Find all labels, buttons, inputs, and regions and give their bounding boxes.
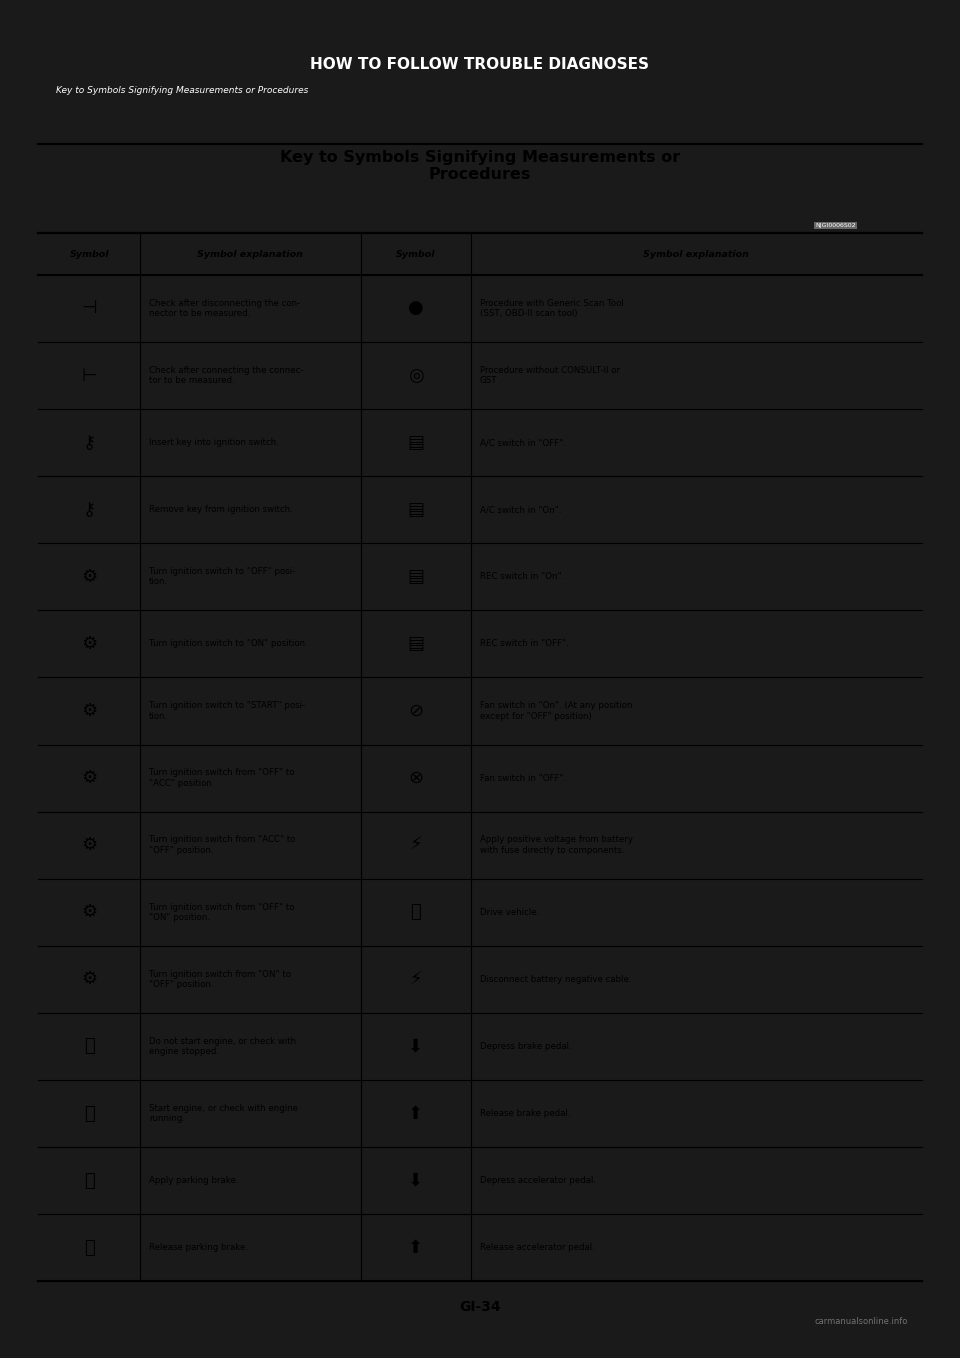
Text: 🅿: 🅿 [84, 1238, 94, 1256]
Text: ▤: ▤ [407, 568, 424, 585]
Text: ⬆: ⬆ [408, 1238, 423, 1256]
Text: NJGI0006S02: NJGI0006S02 [816, 223, 856, 228]
Text: Symbol: Symbol [396, 250, 436, 258]
Text: Apply parking brake.: Apply parking brake. [149, 1176, 238, 1186]
Text: ⊗: ⊗ [408, 769, 423, 788]
Text: ▤: ▤ [407, 433, 424, 452]
Text: Depress brake pedal.: Depress brake pedal. [480, 1042, 571, 1051]
Text: Release accelerator pedal.: Release accelerator pedal. [480, 1244, 595, 1252]
Text: Symbol explanation: Symbol explanation [198, 250, 303, 258]
Text: ⚙: ⚙ [82, 837, 97, 854]
Text: A/C switch in "On".: A/C switch in "On". [480, 505, 562, 515]
Text: Release parking brake.: Release parking brake. [149, 1244, 248, 1252]
Text: Symbol explanation: Symbol explanation [643, 250, 750, 258]
Text: Check after connecting the connec-
tor to be measured.: Check after connecting the connec- tor t… [149, 365, 303, 386]
Text: Fan switch in "On". (At any position
except for "OFF" position): Fan switch in "On". (At any position exc… [480, 701, 633, 721]
Text: REC switch in "OFF".: REC switch in "OFF". [480, 640, 568, 648]
Text: Apply positive voltage from battery
with fuse directly to components.: Apply positive voltage from battery with… [480, 835, 633, 856]
Text: Turn ignition switch to "ON" position.: Turn ignition switch to "ON" position. [149, 640, 307, 648]
Text: ⊣: ⊣ [82, 299, 97, 318]
Text: ●: ● [408, 299, 424, 318]
Text: ⚙: ⚙ [82, 903, 97, 921]
Text: ⬇: ⬇ [408, 1172, 423, 1190]
Text: ▤: ▤ [407, 501, 424, 519]
Text: Do not start engine, or check with
engine stopped.: Do not start engine, or check with engin… [149, 1036, 296, 1057]
Text: ⚙: ⚙ [82, 568, 97, 585]
Text: Release brake pedal.: Release brake pedal. [480, 1109, 570, 1118]
Text: ⚡: ⚡ [410, 837, 422, 854]
Text: 🔧: 🔧 [84, 1104, 94, 1123]
Text: GI-34: GI-34 [459, 1301, 501, 1315]
Text: Turn ignition switch to "START" posi-
tion.: Turn ignition switch to "START" posi- ti… [149, 701, 305, 721]
Text: ⚙: ⚙ [82, 636, 97, 653]
Text: ⊢: ⊢ [82, 367, 97, 384]
Text: ⊘: ⊘ [408, 702, 423, 720]
Text: Symbol: Symbol [69, 250, 108, 258]
Text: A/C switch in "OFF".: A/C switch in "OFF". [480, 439, 566, 447]
Text: Fan switch in "OFF".: Fan switch in "OFF". [480, 774, 566, 782]
Text: Depress accelerator pedal.: Depress accelerator pedal. [480, 1176, 596, 1186]
Text: Turn ignition switch from "OFF" to
"ACC" position.: Turn ignition switch from "OFF" to "ACC"… [149, 769, 295, 788]
Text: Turn ignition switch to "OFF" posi-
tion.: Turn ignition switch to "OFF" posi- tion… [149, 568, 295, 587]
Text: 🚗: 🚗 [411, 903, 421, 921]
Text: 🅿: 🅿 [84, 1172, 94, 1190]
Text: Key to Symbols Signifying Measurements or Procedures: Key to Symbols Signifying Measurements o… [56, 86, 308, 95]
Bar [38, 27, 922, 144]
Text: Turn ignition switch from "ON" to
"OFF" position.: Turn ignition switch from "ON" to "OFF" … [149, 970, 291, 989]
Text: carmanualsonline.info: carmanualsonline.info [815, 1317, 908, 1325]
Text: Turn ignition switch from "ACC" to
"OFF" position.: Turn ignition switch from "ACC" to "OFF"… [149, 835, 296, 856]
Text: ⚙: ⚙ [82, 702, 97, 720]
Text: Disconnect battery negative cable.: Disconnect battery negative cable. [480, 975, 632, 983]
Text: ⚙: ⚙ [82, 971, 97, 989]
Text: ▤: ▤ [407, 636, 424, 653]
Text: Key to Symbols Signifying Measurements or
Procedures: Key to Symbols Signifying Measurements o… [280, 149, 680, 182]
Text: Turn ignition switch from "OFF" to
"ON" position.: Turn ignition switch from "OFF" to "ON" … [149, 903, 295, 922]
Text: ⬇: ⬇ [408, 1038, 423, 1055]
Text: ⚡: ⚡ [410, 971, 422, 989]
Text: 🔧: 🔧 [84, 1038, 94, 1055]
Text: ⚷: ⚷ [83, 433, 96, 452]
Text: Insert key into ignition switch.: Insert key into ignition switch. [149, 439, 278, 447]
Text: Procedure without CONSULT-II or
GST: Procedure without CONSULT-II or GST [480, 365, 620, 386]
Text: Procedure with Generic Scan Tool
(SST, OBD-II scan tool): Procedure with Generic Scan Tool (SST, O… [480, 299, 624, 318]
Text: ⚷: ⚷ [83, 501, 96, 519]
Text: Remove key from ignition switch.: Remove key from ignition switch. [149, 505, 293, 515]
Text: ⚙: ⚙ [82, 769, 97, 788]
Text: REC switch in "On".: REC switch in "On". [480, 572, 564, 581]
Text: ◎: ◎ [408, 367, 424, 384]
Text: Check after disconnecting the con-
nector to be measured.: Check after disconnecting the con- necto… [149, 299, 300, 318]
Text: ⬆: ⬆ [408, 1104, 423, 1123]
Text: Start engine, or check with engine
running.: Start engine, or check with engine runni… [149, 1104, 298, 1123]
Text: Drive vehicle.: Drive vehicle. [480, 907, 540, 917]
Text: HOW TO FOLLOW TROUBLE DIAGNOSES: HOW TO FOLLOW TROUBLE DIAGNOSES [310, 57, 650, 72]
